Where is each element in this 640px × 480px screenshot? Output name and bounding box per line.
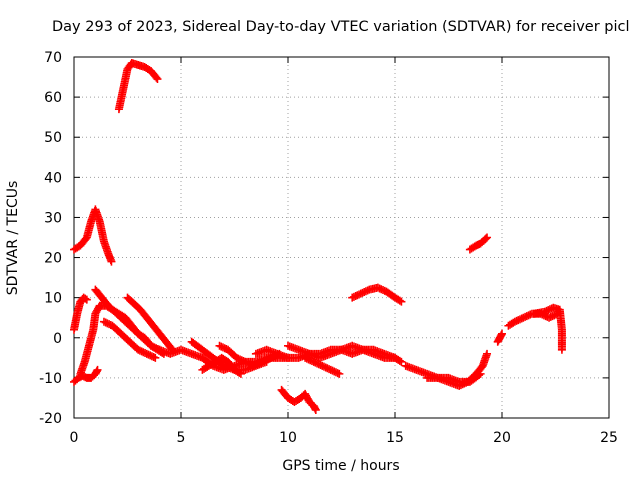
x-tick-label: 15 — [386, 430, 404, 446]
series-arc-21 — [493, 329, 506, 346]
series-arc-14 — [284, 341, 406, 366]
y-tick-label: 40 — [44, 170, 62, 186]
y-tick-label: 70 — [44, 50, 62, 66]
plot-frame — [73, 56, 610, 419]
data-point — [498, 329, 506, 338]
grid-lines — [74, 57, 609, 418]
y-tick-label: 30 — [44, 210, 62, 226]
x-tick-label: 25 — [600, 430, 618, 446]
data-point — [153, 75, 162, 84]
y-tick-label: 60 — [44, 90, 62, 106]
y-tick-label: 20 — [44, 251, 62, 267]
data-point — [82, 295, 91, 304]
series-arc-8 — [99, 317, 160, 362]
x-tick-label: 0 — [70, 430, 79, 446]
data-point-interp — [481, 234, 490, 243]
data-point — [107, 257, 116, 266]
x-tick-label: 5 — [177, 430, 186, 446]
data-point — [557, 345, 566, 354]
y-tick-label: -10 — [39, 371, 62, 387]
data-point — [483, 349, 492, 358]
axis-ticks — [73, 56, 610, 419]
series-arc-3 — [70, 293, 91, 334]
chart-title: Day 293 of 2023, Sidereal Day-to-day VTE… — [52, 19, 630, 35]
x-tick-label: 10 — [279, 430, 297, 446]
data-point — [335, 369, 344, 378]
series-arc-15 — [301, 353, 344, 378]
series-arc-5 — [76, 301, 168, 378]
series-arc-11 — [198, 353, 245, 378]
series-arc-16 — [277, 385, 320, 414]
y-tick-labels: -20 -10 0 10 20 30 40 50 60 70 — [39, 50, 62, 427]
data-point — [93, 365, 102, 374]
series-arc-17 — [348, 283, 406, 306]
data-point — [397, 297, 406, 306]
y-tick-label: 50 — [44, 130, 62, 146]
series-arc-7 — [123, 293, 177, 354]
series-arc-2 — [70, 205, 116, 266]
x-tick-label: 20 — [493, 430, 511, 446]
data-point — [236, 369, 245, 378]
y-axis-label: SDTVAR / TECUs — [5, 181, 21, 296]
data-points — [70, 59, 566, 414]
y-tick-label: -20 — [39, 411, 62, 427]
data-point — [311, 405, 320, 414]
data-point — [151, 353, 160, 362]
x-axis-label: GPS time / hours — [282, 458, 399, 474]
data-point — [397, 357, 406, 366]
y-tick-label: 10 — [44, 291, 62, 307]
series-arc-19 — [423, 349, 492, 390]
series-arc-23 — [530, 303, 566, 354]
x-tick-labels: 0 5 10 15 20 25 — [70, 430, 618, 446]
series-arc-20 — [465, 233, 492, 254]
y-tick-label: 0 — [53, 331, 62, 347]
data-point — [483, 233, 492, 242]
series-arc-1 — [114, 59, 162, 114]
